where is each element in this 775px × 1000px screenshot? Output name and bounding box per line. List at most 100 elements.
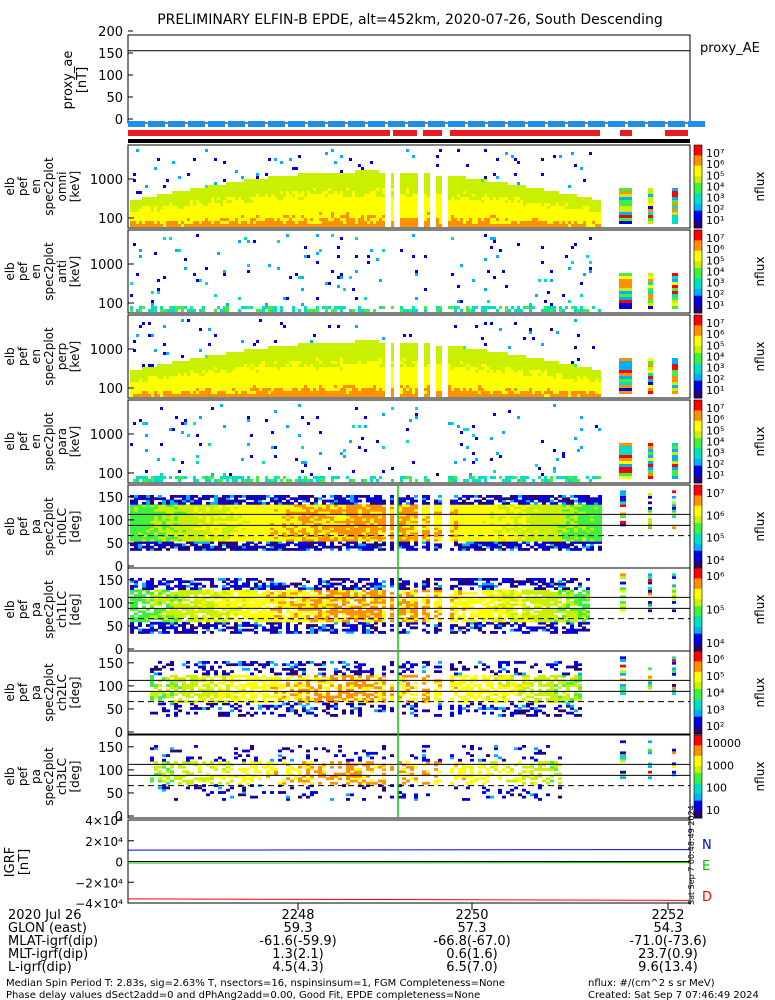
spectrogram-cell bbox=[163, 203, 166, 206]
spectrogram-cell bbox=[280, 218, 283, 221]
spectrogram-cell bbox=[502, 355, 505, 358]
spectrogram-cell bbox=[648, 297, 653, 300]
spectrogram-cell bbox=[145, 379, 148, 382]
spectrogram-cell bbox=[343, 388, 346, 391]
spectrogram-cell bbox=[382, 215, 385, 218]
spectrogram-cell bbox=[286, 212, 289, 215]
spectrogram-cell bbox=[553, 203, 556, 206]
spectrogram-cell bbox=[181, 209, 184, 212]
spectrogram-cell bbox=[283, 200, 286, 203]
spectrogram-cell bbox=[295, 367, 298, 370]
spectrogram-cell bbox=[142, 197, 145, 200]
spectrogram-cell bbox=[379, 361, 382, 364]
spectrogram-cell bbox=[145, 215, 148, 218]
spectrogram-cell bbox=[169, 373, 172, 376]
spectrogram-cell bbox=[586, 215, 589, 218]
spectrogram-cell bbox=[454, 325, 457, 328]
spectrogram-cell bbox=[223, 367, 226, 370]
spectrogram-cell bbox=[648, 291, 653, 294]
spectrogram-cell bbox=[136, 224, 139, 227]
spectrogram-cell bbox=[151, 218, 154, 221]
spectrogram-cell bbox=[484, 212, 487, 215]
spectrogram-cell bbox=[436, 155, 439, 158]
spectrogram-cell bbox=[373, 185, 376, 188]
spectrogram-cell bbox=[502, 203, 505, 206]
spectrogram-cell bbox=[133, 212, 136, 215]
spectrogram-cell bbox=[184, 394, 187, 397]
spectrogram-cell bbox=[556, 367, 559, 370]
spectrogram-cell bbox=[301, 206, 304, 209]
spectrogram-cell bbox=[298, 343, 301, 346]
spectrogram-cell bbox=[403, 367, 406, 370]
spectrogram-cell bbox=[259, 185, 262, 188]
spectrogram-cell bbox=[283, 376, 286, 379]
spectrogram-cell bbox=[364, 200, 367, 203]
spectrogram-cell bbox=[436, 306, 439, 309]
spectrogram-cell bbox=[301, 203, 304, 206]
spectrogram-cell bbox=[415, 297, 418, 300]
spectrogram-cell bbox=[289, 179, 292, 182]
spectrogram-cell bbox=[304, 361, 307, 364]
spectrogram-cell bbox=[406, 149, 409, 152]
spectrogram-cell bbox=[232, 358, 235, 361]
spectrogram-cell bbox=[343, 346, 346, 349]
spectrogram-cell bbox=[325, 203, 328, 206]
spectrogram-cell bbox=[334, 209, 337, 212]
spectrogram-cell bbox=[211, 394, 214, 397]
spectrogram-cell bbox=[541, 361, 544, 364]
spectrogram-cell bbox=[172, 161, 175, 164]
spectrogram-cell bbox=[286, 176, 289, 179]
spectrogram-cell bbox=[352, 179, 355, 182]
spectrogram-cell bbox=[340, 200, 343, 203]
spectrogram-cell bbox=[208, 364, 211, 367]
spectrogram-cell bbox=[214, 188, 217, 191]
spectrogram-cell bbox=[427, 191, 430, 194]
spectrogram-cell bbox=[550, 221, 553, 224]
spectrogram-cell bbox=[310, 309, 313, 312]
spectrogram-cell bbox=[298, 188, 301, 191]
spectrogram-cell bbox=[448, 355, 451, 358]
spectrogram-cell bbox=[403, 218, 406, 221]
spectrogram-cell bbox=[130, 373, 133, 376]
spectrogram-cell bbox=[277, 209, 280, 212]
spectrogram-cell bbox=[562, 391, 565, 394]
spectrogram-cell bbox=[544, 394, 547, 397]
spectrogram-cell bbox=[415, 212, 418, 215]
spectrogram-cell bbox=[493, 358, 496, 361]
spectrogram-cell bbox=[148, 224, 151, 227]
spectrogram-cell bbox=[532, 188, 535, 191]
spectrogram-cell bbox=[208, 194, 211, 197]
spectrogram-cell bbox=[226, 358, 229, 361]
spectrogram-cell bbox=[286, 194, 289, 197]
spectrogram-cell bbox=[274, 361, 277, 364]
spectrogram-cell bbox=[589, 270, 592, 273]
spectrogram-cell bbox=[568, 385, 571, 388]
spectrogram-cell bbox=[619, 194, 632, 197]
spectrogram-cell bbox=[289, 218, 292, 221]
spectrogram-cell bbox=[535, 370, 538, 373]
spectrogram-cell bbox=[301, 218, 304, 221]
spectrogram-cell bbox=[244, 197, 247, 200]
spectrogram-cell bbox=[514, 382, 517, 385]
spectrogram-cell bbox=[580, 382, 583, 385]
spectrogram-cell bbox=[343, 212, 346, 215]
spectrogram-cell bbox=[331, 209, 334, 212]
spectrogram-cell bbox=[316, 191, 319, 194]
spectrogram-cell bbox=[427, 200, 430, 203]
spectrogram-cell bbox=[355, 391, 358, 394]
spectrogram-cell bbox=[352, 206, 355, 209]
spectrogram-cell bbox=[415, 176, 418, 179]
spectrogram-cell bbox=[355, 370, 358, 373]
spectrogram-cell bbox=[256, 179, 259, 182]
spectrogram-cell bbox=[142, 376, 145, 379]
spectrogram-cell bbox=[232, 376, 235, 379]
spectrogram-cell bbox=[538, 215, 541, 218]
spectrogram-cell bbox=[448, 361, 451, 364]
spectrogram-cell bbox=[619, 276, 632, 279]
spectrogram-cell bbox=[469, 385, 472, 388]
spectrogram-cell bbox=[466, 376, 469, 379]
spectrogram-cell bbox=[145, 203, 148, 206]
spectrogram-cell bbox=[217, 185, 220, 188]
spectrogram-cell bbox=[454, 349, 457, 352]
spectrogram-cell bbox=[346, 209, 349, 212]
